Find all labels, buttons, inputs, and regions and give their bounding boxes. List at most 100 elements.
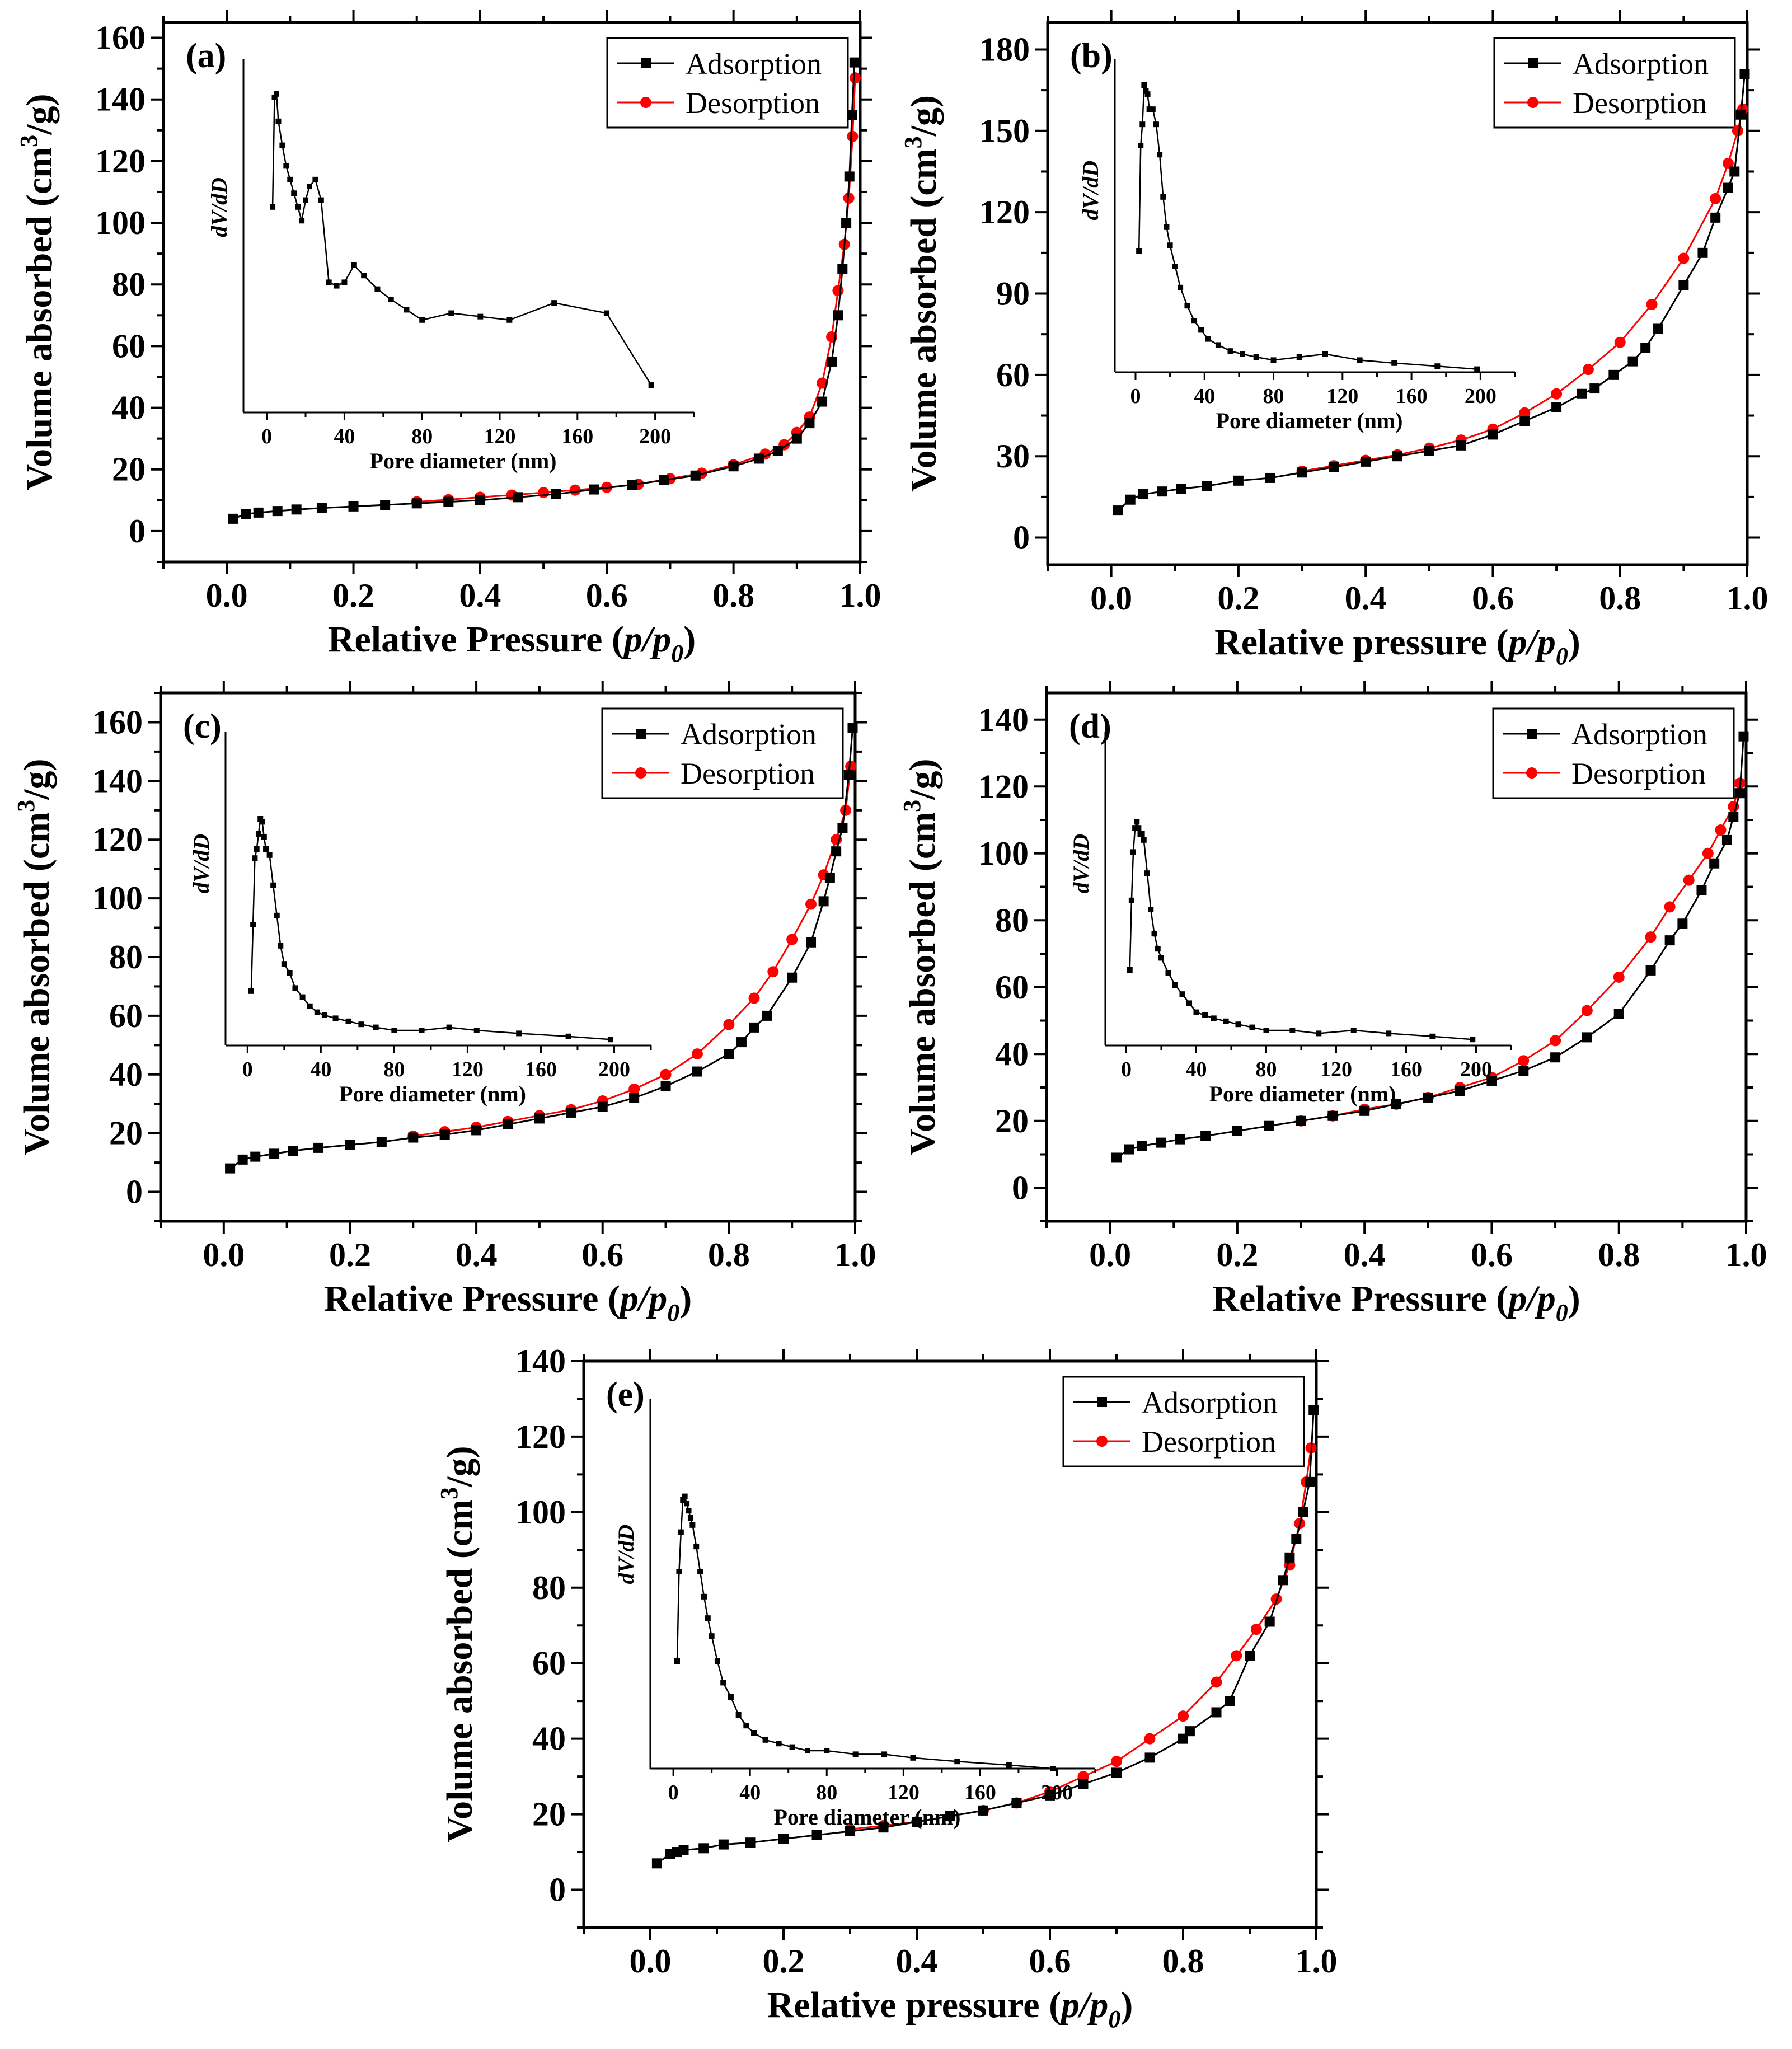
legend-square-marker: [1528, 58, 1538, 68]
inset-y-label: dV/dD: [207, 177, 232, 237]
inset-point: [259, 819, 265, 825]
adsorption-series-point: [376, 1137, 387, 1147]
inset-point: [1172, 982, 1178, 988]
adsorption-series-point: [845, 1826, 855, 1836]
inset-pore-curve: [676, 1494, 1053, 1770]
inset-point: [1139, 831, 1145, 837]
adsorption-series-point: [837, 264, 848, 274]
inset-point: [275, 118, 282, 124]
adsorption-series-point: [1696, 885, 1707, 895]
inset-point: [789, 1744, 795, 1750]
inset-x-tick-label: 40: [334, 425, 355, 448]
inset-point: [680, 1497, 686, 1503]
desorption-series-point: [1111, 1756, 1122, 1767]
inset-point: [1132, 825, 1138, 831]
x-tick-label: 0.4: [459, 577, 501, 614]
adsorption-series-point: [1264, 1616, 1275, 1627]
inset-point: [1391, 360, 1397, 366]
adsorption-series-point: [1721, 834, 1732, 845]
desorption-series-point: [1646, 298, 1658, 310]
adsorption-series-point: [411, 498, 422, 509]
inset-point: [551, 300, 557, 306]
adsorption-series-point: [1424, 446, 1434, 456]
x-axis-label: Relative Pressure (p/p0): [328, 619, 696, 667]
panel-b: 0.0 0.2 0.4 0.6 0.8 1.0 0 30 60 90 120 150 180 Relati…: [899, 10, 1768, 670]
adsorption-series-point: [1265, 472, 1275, 483]
y-tick-label: 80: [109, 939, 143, 976]
inset-point: [261, 834, 267, 840]
adsorption-series-point: [762, 1010, 772, 1021]
inset-point: [1006, 1762, 1012, 1768]
desorption-series-point: [1211, 1676, 1222, 1688]
inset-point: [1144, 870, 1150, 876]
inset-point: [292, 985, 298, 991]
adsorption-series-point: [1298, 1507, 1308, 1517]
adsorption-series-point: [475, 495, 485, 505]
inset-point: [682, 1493, 688, 1499]
legend-box: [601, 707, 844, 799]
desorption-series-point: [1664, 901, 1676, 913]
y-tick-label: 150: [979, 112, 1030, 149]
inset-x-tick-label: 40: [310, 1058, 331, 1081]
inset-x-tick-label: 200: [1465, 385, 1497, 408]
inset-point: [1178, 284, 1184, 290]
inset-point: [689, 1522, 696, 1528]
inset-point: [448, 310, 454, 316]
inset-point: [1144, 91, 1151, 97]
x-axis-label: Relative Pressure (p/p0): [324, 1278, 692, 1326]
inset-point: [1184, 303, 1190, 309]
adsorption-series-point: [1391, 1099, 1401, 1109]
inset-point: [1153, 121, 1159, 128]
inset-point: [1263, 1028, 1269, 1033]
inset-point: [684, 1501, 690, 1507]
inset-point: [674, 1658, 680, 1664]
adsorption-series-point: [1582, 1032, 1592, 1043]
inset-point: [332, 1015, 339, 1021]
adsorption-series-point: [629, 1093, 640, 1103]
inset-point: [321, 1012, 327, 1018]
adsorption-series: [1113, 69, 1750, 516]
adsorption-series-point: [1589, 383, 1600, 394]
inset-point: [565, 1033, 571, 1039]
adsorption-series-point: [316, 503, 327, 513]
inset-x-tick-label: 160: [964, 1781, 996, 1804]
inset-point: [1235, 1021, 1241, 1028]
adsorption-series-point: [945, 1811, 955, 1821]
adsorption-series-point: [728, 461, 739, 472]
inset-point: [720, 1680, 726, 1686]
inset-x-tick-label: 200: [598, 1058, 630, 1081]
inset-point: [257, 816, 264, 822]
x-tick-label: 0.4: [456, 1236, 498, 1273]
adsorption-series-point: [1392, 451, 1402, 462]
x-tick-label: 0.6: [581, 1236, 623, 1273]
adsorption-series: [228, 57, 860, 524]
inset-point: [852, 1751, 859, 1757]
inset-point: [477, 313, 484, 320]
y-tick-label: 40: [532, 1720, 566, 1757]
y-tick-label: 100: [515, 1494, 566, 1531]
inset-point: [1150, 106, 1156, 112]
legend-adsorption: Adsorption: [1142, 1386, 1278, 1419]
adsorption-series-point: [804, 418, 815, 429]
adsorption-series-point: [1278, 1575, 1288, 1586]
x-tick-label: 0.0: [630, 1943, 672, 1980]
desorption-series-point: [538, 487, 550, 499]
adsorption-series-point: [1144, 1752, 1155, 1763]
y-axis-label: Volume absorbed (cm3/g): [435, 1446, 480, 1843]
inset-x-label: Pore diameter (nm): [370, 448, 557, 473]
desorption-series-point: [660, 1068, 672, 1080]
y-tick-label: 180: [979, 31, 1030, 68]
legend-box: [606, 37, 849, 129]
x-axis: 0.0 0.2 0.4 0.6 0.8 1.0: [160, 681, 876, 1273]
adsorption-series-point: [1232, 1126, 1242, 1136]
desorption-series-line: [416, 78, 856, 503]
inset-point: [1474, 366, 1480, 372]
adsorption-series-point: [1519, 416, 1530, 426]
adsorption-series-point: [817, 396, 828, 407]
inset-point: [345, 1018, 351, 1024]
inset-point: [279, 142, 285, 148]
adsorption-series-point: [678, 1845, 689, 1855]
adsorption-series-point: [1518, 1066, 1529, 1076]
desorption-series-point: [1722, 157, 1734, 169]
adsorption-series-point: [841, 218, 852, 228]
